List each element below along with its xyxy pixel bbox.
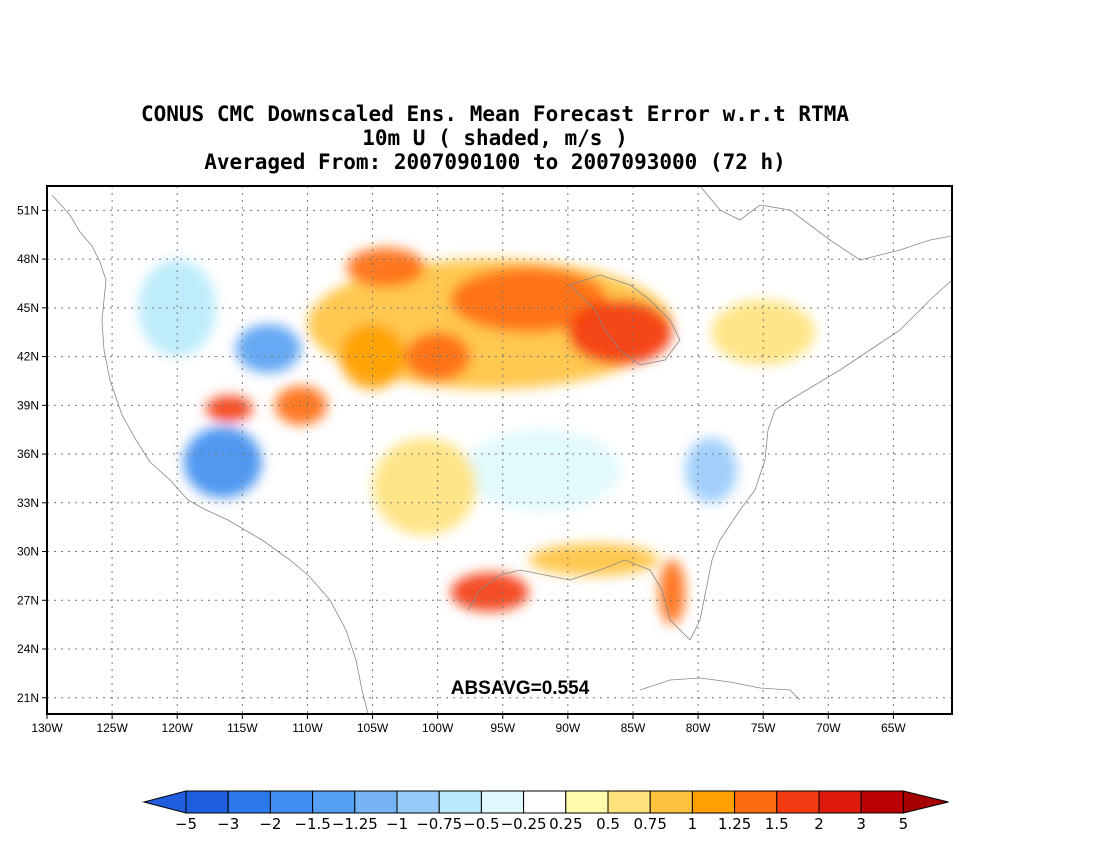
shaded-region bbox=[450, 267, 607, 333]
great-lakes bbox=[569, 274, 681, 366]
shaded-region bbox=[405, 332, 471, 381]
lon-label: 85W bbox=[621, 721, 646, 735]
shaded-region bbox=[659, 559, 686, 625]
shaded-region bbox=[567, 299, 673, 365]
gulf-coastline bbox=[467, 539, 721, 641]
caribbean-islands bbox=[639, 677, 801, 701]
colorbar-label: −1.5 bbox=[294, 815, 330, 833]
colorbar-label: −2 bbox=[259, 815, 281, 833]
lon-label: 120W bbox=[162, 721, 194, 735]
lon-label: 130W bbox=[31, 721, 63, 735]
latitude-labels: 51N 48N 45N 42N 39N 36N 33N 30N 27N 24N 21N bbox=[17, 203, 39, 704]
absavg-annotation: ABSAVG=0.554 bbox=[451, 678, 590, 699]
colorbar-cell bbox=[396, 790, 440, 814]
title-line-2: 10m U ( shaded, m/s ) bbox=[362, 126, 628, 150]
shaded-region bbox=[450, 572, 529, 612]
shaded-region bbox=[463, 429, 620, 511]
colorbar-cell bbox=[649, 790, 693, 814]
map-title: CONUS CMC Downscaled Ens. Mean Forecast … bbox=[0, 102, 990, 174]
colorbar-cell bbox=[354, 790, 398, 814]
colorbar-cell bbox=[860, 790, 904, 814]
colorbar-cell bbox=[565, 790, 609, 814]
colorbar-cell bbox=[480, 790, 525, 814]
colorbar-label: 0.75 bbox=[633, 815, 666, 833]
colorbar-label: 1 bbox=[688, 815, 698, 833]
lon-label: 65W bbox=[881, 721, 906, 735]
colorbar-cell bbox=[607, 790, 651, 814]
colorbar-label: −1.25 bbox=[332, 815, 378, 833]
colorbar-cell bbox=[185, 790, 229, 814]
lon-label: 70W bbox=[816, 721, 841, 735]
colorbar: −5 −3 −2 −1.5 −1.25 −1 −0.75 −0.5 −0.25 0.25 0.5 0.… bbox=[142, 790, 949, 833]
colorbar-cell bbox=[734, 790, 778, 814]
shaded-region bbox=[372, 437, 477, 536]
coastlines bbox=[51, 186, 952, 714]
lat-label: 36N bbox=[17, 447, 39, 461]
shaded-region bbox=[528, 543, 660, 576]
shaded-region bbox=[183, 426, 262, 498]
colorbar-label: 3 bbox=[856, 815, 866, 833]
colorbar-under-arrow bbox=[142, 790, 187, 814]
lon-label: 125W bbox=[96, 721, 128, 735]
colorbar-label: −5 bbox=[175, 815, 197, 833]
lat-label: 21N bbox=[17, 691, 39, 705]
colorbar-label: −1 bbox=[386, 815, 408, 833]
colorbar-cell bbox=[523, 790, 567, 814]
colorbar-cell bbox=[312, 790, 356, 814]
shaded-region bbox=[685, 437, 738, 503]
colorbar-label: −0.25 bbox=[501, 815, 547, 833]
west-coastline bbox=[51, 194, 369, 714]
shaded-region bbox=[138, 259, 217, 357]
colorbar-label: −0.5 bbox=[463, 815, 499, 833]
colorbar-label: −3 bbox=[217, 815, 239, 833]
colorbar-label: 5 bbox=[899, 815, 909, 833]
lon-label: 80W bbox=[686, 721, 711, 735]
lon-label: 105W bbox=[357, 721, 389, 735]
lat-label: 39N bbox=[17, 398, 39, 412]
colorbar-cell bbox=[438, 790, 482, 814]
shaded-region bbox=[205, 395, 253, 422]
title-line-1: CONUS CMC Downscaled Ens. Mean Forecast … bbox=[140, 102, 849, 126]
colorbar-label: 0.25 bbox=[549, 815, 582, 833]
colorbar-cell bbox=[691, 790, 736, 814]
lat-label: 45N bbox=[17, 301, 39, 315]
title-line-3: Averaged From: 2007090100 to 2007093000 … bbox=[204, 150, 786, 174]
lat-label: 33N bbox=[17, 496, 39, 510]
lon-label: 100W bbox=[422, 721, 454, 735]
lat-label: 42N bbox=[17, 350, 39, 364]
lon-label: 110W bbox=[292, 721, 323, 735]
colorbar-label: 1.25 bbox=[718, 815, 751, 833]
colorbar-cell bbox=[776, 790, 820, 814]
lon-label: 95W bbox=[490, 721, 515, 735]
shaded-region bbox=[339, 324, 406, 390]
lon-label: 75W bbox=[751, 721, 776, 735]
colorbar-label: 1.5 bbox=[765, 815, 789, 833]
lat-label: 30N bbox=[17, 545, 39, 559]
shaded-region bbox=[711, 299, 816, 365]
lon-label: 90W bbox=[556, 721, 581, 735]
colorbar-cell bbox=[227, 790, 271, 814]
lat-label: 24N bbox=[17, 642, 39, 656]
colorbar-cell bbox=[269, 790, 314, 814]
plot-frame bbox=[46, 185, 953, 715]
colorbar-label: −0.75 bbox=[416, 815, 462, 833]
lat-label: 51N bbox=[17, 203, 39, 217]
colorbar-cell bbox=[818, 790, 862, 814]
canada-coast bbox=[699, 186, 952, 261]
shaded-region bbox=[346, 247, 425, 287]
east-coastline bbox=[719, 279, 952, 541]
map-plot-area: 51N 48N 45N 42N 39N 36N 33N 30N 27N 24N 21N 130W 12… bbox=[17, 185, 953, 735]
lon-label: 115W bbox=[227, 721, 258, 735]
lat-label: 27N bbox=[17, 593, 39, 607]
longitude-labels: 130W 125W 120W 115W 110W 105W 100W 95W 90W 85W 80W… bbox=[31, 721, 906, 735]
lat-label: 48N bbox=[17, 252, 39, 266]
colorbar-label: 0.5 bbox=[596, 815, 620, 833]
colorbar-label: 2 bbox=[814, 815, 824, 833]
colorbar-over-arrow bbox=[902, 790, 949, 814]
shaded-region bbox=[235, 324, 301, 373]
